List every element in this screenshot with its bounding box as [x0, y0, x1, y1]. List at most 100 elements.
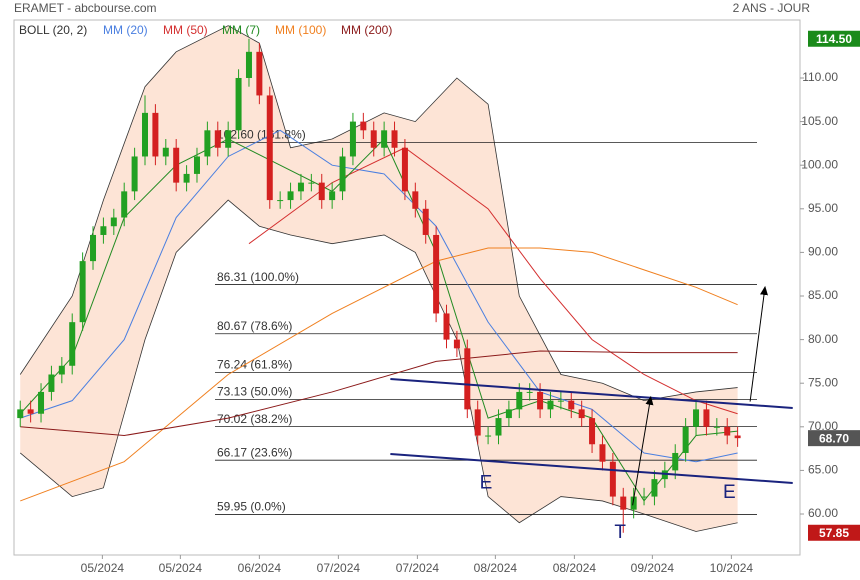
annotation: T — [614, 522, 626, 543]
x-tick-label: 10/2024 — [710, 561, 754, 575]
y-tick-label: 70.00 — [808, 419, 838, 433]
legend-entry: BOLL (20, 2) — [19, 23, 87, 37]
band-lower — [19, 199, 738, 532]
candle-body — [110, 217, 117, 227]
candle-body — [713, 426, 720, 428]
candle-body — [90, 234, 97, 262]
candle-body — [693, 409, 700, 427]
candle-body — [609, 461, 616, 497]
x-tick-label: 07/2024 — [396, 561, 440, 575]
candle-body — [277, 200, 284, 202]
candle-body — [474, 409, 481, 436]
candle-body — [100, 226, 107, 235]
candle-body — [360, 121, 367, 131]
fib-label: 86.31 (100.0%) — [217, 270, 299, 284]
candle-body — [516, 391, 523, 410]
candle-body — [703, 409, 710, 427]
x-tick-label: 07/2024 — [317, 561, 361, 575]
ma-line — [20, 247, 738, 502]
candle-body — [329, 191, 336, 201]
candle-body — [485, 435, 492, 437]
x-tick-label: 09/2024 — [631, 561, 675, 575]
candle-body — [204, 130, 211, 157]
band-fill — [20, 25, 738, 532]
candle-body — [578, 409, 585, 419]
candle-body — [401, 147, 408, 192]
y-tick-label: 100.00 — [801, 157, 838, 171]
legend-entry: MM (200) — [341, 23, 392, 37]
trendline — [390, 453, 793, 484]
fib-label: 73.13 (50.0%) — [217, 385, 292, 399]
candle-body — [17, 409, 24, 419]
candle-body — [641, 496, 648, 498]
price-badge-label: 57.85 — [819, 526, 849, 540]
candle-body — [651, 479, 658, 497]
candle-body — [620, 496, 627, 510]
candle-body — [381, 130, 388, 148]
annotation: E — [723, 482, 736, 503]
candle-body — [318, 182, 325, 201]
candle-body — [589, 418, 596, 445]
candle-body — [38, 391, 45, 414]
arrow — [632, 395, 654, 506]
candle-body — [443, 313, 450, 340]
candle-body — [547, 400, 554, 410]
fib-label: 76.24 (61.8%) — [217, 358, 292, 372]
candle-body — [235, 77, 242, 131]
price-badge — [808, 430, 860, 447]
candle-body — [464, 348, 471, 410]
price-badge — [808, 30, 860, 47]
price-badge — [808, 524, 860, 541]
candle-body — [526, 391, 533, 393]
candle-body — [27, 409, 34, 414]
candle-body — [142, 112, 148, 157]
candle-body — [162, 147, 169, 157]
price-badge-label: 68.70 — [819, 431, 849, 445]
fib-label: 59.95 (0.0%) — [217, 500, 286, 514]
candle-body — [173, 147, 180, 183]
candle-body — [152, 112, 159, 157]
candle-body — [121, 191, 128, 218]
candle-body — [308, 182, 315, 184]
candle-body — [391, 130, 398, 148]
price-badge-label: 114.50 — [816, 32, 852, 46]
x-tick-label: 08/2024 — [553, 561, 597, 575]
candle-body — [568, 400, 575, 410]
y-tick-label: 75.00 — [808, 375, 838, 389]
x-tick-label: 05/2024 — [81, 561, 125, 575]
candle-body — [48, 374, 55, 392]
candle-body — [193, 156, 200, 174]
fib-label: 102.60 (161.8%) — [217, 128, 306, 142]
fib-label: 70.02 (38.2%) — [217, 412, 292, 426]
candle-body — [256, 51, 263, 96]
candle-body — [287, 191, 294, 201]
y-tick-label: 90.00 — [808, 245, 838, 259]
candle-body — [672, 452, 679, 471]
candle-body — [682, 426, 689, 453]
legend-entry: MM (100) — [275, 23, 326, 37]
candle-body — [422, 208, 429, 235]
ma-line — [20, 129, 738, 463]
candle-body — [734, 435, 741, 439]
candle-body — [214, 130, 221, 148]
x-tick-label: 06/2024 — [238, 561, 282, 575]
candle-body — [370, 130, 377, 148]
annotation: E — [480, 473, 493, 494]
ma-line — [248, 147, 738, 415]
candle-body — [245, 51, 252, 78]
y-tick-label: 60.00 — [808, 506, 838, 520]
candle-body — [183, 173, 190, 183]
trendline — [390, 378, 793, 409]
ma-line — [20, 350, 738, 437]
y-tick-label: 65.00 — [808, 463, 838, 477]
chart-title: ERAMET - abcbourse.com — [14, 1, 157, 15]
candle-body — [599, 444, 606, 462]
legend-entry: MM (50) — [163, 23, 208, 37]
candle-body — [537, 391, 544, 410]
candle-body — [225, 130, 232, 148]
candle-body — [453, 339, 460, 349]
candle-body — [661, 470, 668, 480]
y-tick-label: 95.00 — [808, 201, 838, 215]
candle-body — [495, 418, 502, 436]
